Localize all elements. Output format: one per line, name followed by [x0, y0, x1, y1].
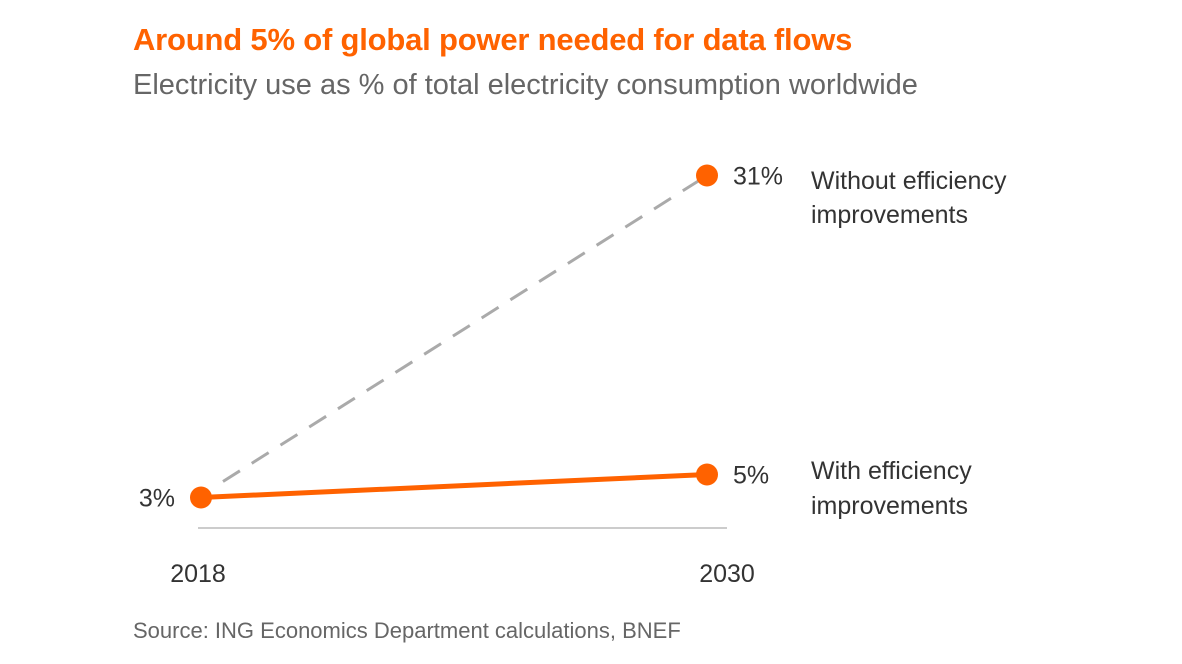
data-point-with-efficiency-2030: [696, 463, 718, 486]
chart-subtitle: Electricity use as % of total electricit…: [133, 69, 918, 101]
source-note: Source: ING Economics Department calcula…: [133, 618, 681, 643]
series-line-without-efficiency: [222, 174, 708, 483]
data-point-with-efficiency-2018: [190, 486, 212, 509]
x-tick-2018: 2018: [170, 560, 226, 588]
data-point-without-efficiency-2030: [696, 164, 718, 187]
series-label-without-line2: improvements: [811, 201, 968, 229]
chart-title: Around 5% of global power needed for dat…: [133, 22, 853, 57]
x-tick-2030: 2030: [699, 560, 755, 588]
data-label-with-efficiency-2018: 3%: [139, 485, 175, 513]
data-label-with-efficiency-2030: 5%: [733, 462, 769, 490]
series-label-with-line1: With efficiency: [811, 457, 972, 485]
series-label-without-line1: Without efficiency: [811, 167, 1007, 195]
series-line-with-efficiency: [200, 472, 708, 500]
series-label-with-line2: improvements: [811, 492, 968, 520]
data-label-without-efficiency-2030: 31%: [733, 163, 783, 191]
